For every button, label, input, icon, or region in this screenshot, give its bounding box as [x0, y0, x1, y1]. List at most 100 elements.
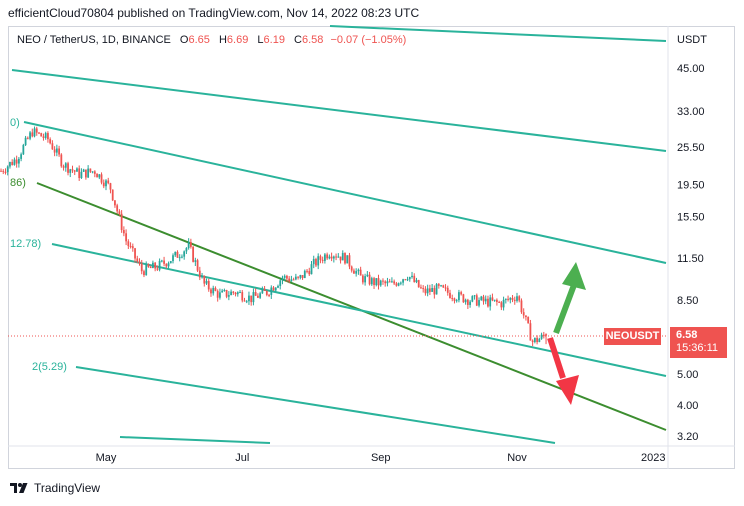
- bar-countdown: 15:36:11: [676, 342, 719, 354]
- candle-body: [261, 288, 264, 294]
- high-label: H: [218, 34, 227, 46]
- time-tick-label: May: [96, 452, 117, 464]
- candle-body: [509, 297, 512, 300]
- candle-body: [89, 168, 92, 172]
- channel-label: 86): [10, 177, 26, 189]
- candle-body: [527, 317, 530, 324]
- candle-body: [49, 139, 52, 144]
- candle-body: [42, 136, 45, 138]
- price-tick-label: 5.00: [677, 369, 698, 381]
- open-label: O: [179, 34, 189, 46]
- candle-body: [192, 246, 195, 262]
- candle-body: [167, 263, 170, 267]
- candle-body: [357, 269, 360, 272]
- candle-body: [259, 293, 262, 298]
- candle-body: [163, 260, 165, 264]
- candle-body: [254, 292, 257, 296]
- candle-body: [408, 276, 411, 280]
- price-tick-label: 19.50: [677, 179, 705, 191]
- candle-body: [516, 296, 518, 301]
- candle-body: [460, 292, 463, 295]
- channel-labels: 0) 86) 12.78) 2(5.29): [10, 117, 67, 373]
- candle-body: [109, 183, 112, 190]
- candle-body: [33, 128, 36, 137]
- publish-header: efficientCloud70804 published on Trading…: [8, 6, 420, 20]
- candle-body: [303, 270, 306, 279]
- candle-body: [428, 288, 431, 292]
- candle-body: [69, 169, 72, 173]
- candle-body: [78, 168, 81, 178]
- candle-body: [26, 137, 29, 139]
- candle-body: [332, 256, 335, 259]
- candle-body: [172, 255, 174, 262]
- candle-body: [373, 278, 375, 286]
- candle-body: [324, 254, 326, 261]
- candle-body: [422, 288, 425, 290]
- candle-body: [339, 256, 342, 261]
- candle-body: [6, 166, 9, 173]
- candle-body: [493, 299, 496, 301]
- candle-body: [487, 298, 489, 307]
- candle-body: [498, 301, 501, 303]
- candle-body: [67, 163, 69, 173]
- candle-body: [149, 266, 152, 269]
- candle-body: [294, 276, 297, 280]
- candle-body: [0, 170, 2, 172]
- candle-body: [147, 264, 150, 267]
- time-tick-label: Jul: [235, 452, 249, 464]
- candle-body: [453, 298, 456, 301]
- candle-body: [210, 289, 212, 294]
- candle-body: [118, 211, 121, 214]
- candle-body: [236, 292, 239, 295]
- candle-body: [399, 282, 402, 284]
- candle-body: [525, 315, 527, 318]
- candle-body: [201, 275, 203, 278]
- high-value: 6.69: [226, 34, 249, 46]
- candle-body: [93, 171, 96, 174]
- candle-body: [31, 132, 34, 137]
- candle-body: [435, 284, 438, 295]
- candle-body: [471, 296, 474, 302]
- candle-body: [520, 300, 523, 313]
- candle-body: [444, 287, 447, 289]
- open-value: 6.65: [188, 34, 210, 46]
- candle-body: [73, 170, 76, 172]
- candle-body: [475, 295, 478, 306]
- channel-lower-3: [119, 436, 271, 444]
- candle-body: [540, 334, 543, 339]
- candle-body: [105, 180, 107, 187]
- candle-body: [274, 287, 277, 291]
- candle-body: [120, 213, 123, 231]
- candle-body: [187, 242, 190, 249]
- candle-body: [207, 280, 210, 290]
- price-tick-label: 4.00: [677, 400, 698, 412]
- candle-body: [122, 230, 125, 234]
- candle-body: [529, 323, 532, 341]
- candle-body: [536, 337, 539, 343]
- candle-body: [71, 169, 74, 171]
- candle-body: [330, 256, 333, 259]
- candle-body: [176, 251, 179, 258]
- candle-body: [219, 292, 221, 298]
- candle-body: [312, 259, 315, 265]
- candle-body: [288, 278, 291, 282]
- candle-body: [366, 274, 369, 277]
- candle-body: [283, 275, 286, 278]
- time-tick-label: 2023: [641, 452, 665, 464]
- candle-body: [437, 284, 440, 286]
- candle-body: [80, 171, 83, 178]
- candle-body: [507, 298, 509, 300]
- candle-body: [183, 251, 186, 257]
- candle-body: [393, 281, 396, 284]
- candle-body: [478, 300, 480, 306]
- candle-body: [361, 275, 364, 283]
- candle-body: [502, 299, 505, 308]
- candle-body: [129, 246, 132, 248]
- candle-body: [17, 158, 20, 164]
- candle-body: [169, 261, 172, 264]
- candle-body: [377, 278, 380, 286]
- price-tick-label: 33.00: [677, 106, 705, 118]
- candle-body: [53, 149, 56, 153]
- candle-body: [413, 275, 416, 283]
